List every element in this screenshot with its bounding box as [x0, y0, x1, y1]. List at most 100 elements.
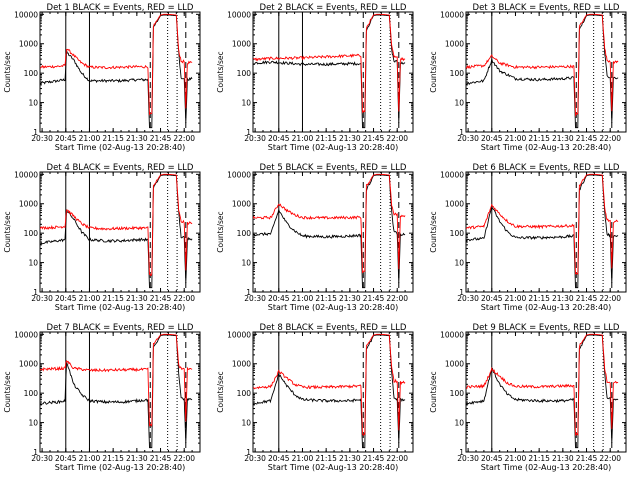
y-tick-label: 1 [246, 288, 251, 297]
x-axis-label: Start Time (02-Aug-13 20:28:40) [268, 143, 399, 152]
y-tick-label: 1 [246, 128, 251, 137]
y-axis-label: Counts/sec [216, 211, 225, 252]
y-tick-label: 1000 [19, 360, 38, 369]
x-axis-label: Start Time (02-Aug-13 20:28:40) [268, 463, 399, 472]
x-tick-label: 21:45 [363, 454, 385, 463]
x-axis-label: Start Time (02-Aug-13 20:28:40) [481, 143, 612, 152]
series-line-events [253, 174, 406, 289]
y-tick-label: 10 [241, 419, 251, 428]
y-tick-label: 1000 [445, 40, 464, 49]
x-tick-label: 20:45 [55, 134, 77, 143]
x-tick-label: 21:00 [79, 134, 101, 143]
panel-title: Det 8 BLACK = Events, RED = LLD [260, 323, 407, 333]
x-tick-label: 20:30 [244, 454, 266, 463]
y-tick-label: 100 [450, 229, 465, 238]
x-tick-label: 21:45 [576, 134, 598, 143]
x-tick-label: 21:15 [102, 294, 124, 303]
series-line-lld [253, 333, 406, 436]
x-axis-label: Start Time (02-Aug-13 20:28:40) [481, 303, 612, 312]
x-tick-label: 20:45 [481, 134, 503, 143]
y-tick-label: 10 [241, 259, 251, 268]
series-line-events [466, 334, 619, 449]
y-tick-label: 1 [33, 128, 38, 137]
panel-det-1: Det 1 BLACK = Events, RED = LLD 1 10 100 100… [3, 3, 201, 152]
y-axis-label: Counts/sec [429, 371, 438, 412]
y-tick-label: 1000 [232, 360, 251, 369]
x-tick-label: 21:30 [339, 454, 361, 463]
panel-det-8: Det 8 BLACK = Events, RED = LLD 1 10 100 100… [216, 323, 414, 472]
panel-det-9: Det 9 BLACK = Events, RED = LLD 1 10 100 100… [429, 323, 627, 472]
x-tick-label: 22:00 [599, 454, 621, 463]
x-tick-label: 20:30 [244, 294, 266, 303]
panel-det-2: Det 2 BLACK = Events, RED = LLD 1 10 100 100… [216, 3, 414, 152]
x-tick-label: 21:15 [102, 454, 124, 463]
x-tick-label: 21:00 [505, 294, 527, 303]
x-tick-label: 21:00 [79, 294, 101, 303]
series-line-events [253, 14, 406, 129]
plot-frame [39, 331, 201, 453]
x-tick-label: 21:30 [126, 454, 148, 463]
x-tick-label: 20:45 [268, 294, 290, 303]
plot-frame [252, 11, 414, 133]
y-tick-label: 1 [33, 448, 38, 457]
y-axis-label: Counts/sec [429, 51, 438, 92]
panel-title: Det 3 BLACK = Events, RED = LLD [473, 3, 620, 13]
x-tick-label: 21:15 [315, 454, 337, 463]
panel-det-5: Det 5 BLACK = Events, RED = LLD 1 10 100 100… [216, 163, 414, 312]
x-tick-label: 22:00 [599, 294, 621, 303]
series-line-lld [253, 173, 406, 274]
y-axis-label: Counts/sec [216, 371, 225, 412]
y-tick-label: 1 [459, 448, 464, 457]
y-axis-label: Counts/sec [3, 211, 12, 252]
plot-frame [465, 11, 627, 133]
x-tick-label: 22:00 [386, 134, 408, 143]
x-axis-label: Start Time (02-Aug-13 20:28:40) [55, 303, 186, 312]
panel-title: Det 1 BLACK = Events, RED = LLD [47, 3, 194, 13]
x-tick-label: 21:30 [126, 294, 148, 303]
y-tick-label: 1000 [445, 360, 464, 369]
series-line-lld [40, 13, 193, 116]
x-tick-label: 21:45 [150, 454, 172, 463]
plot-frame [39, 11, 201, 133]
x-tick-label: 20:30 [31, 294, 53, 303]
x-tick-label: 21:15 [102, 134, 124, 143]
y-axis-label: Counts/sec [3, 51, 12, 92]
panel-title: Det 6 BLACK = Events, RED = LLD [473, 163, 620, 173]
series-line-events [40, 174, 193, 289]
x-tick-label: 20:45 [481, 294, 503, 303]
y-tick-label: 10000 [14, 170, 38, 179]
x-tick-label: 21:30 [552, 454, 574, 463]
x-tick-label: 20:30 [457, 134, 479, 143]
x-tick-label: 21:45 [363, 134, 385, 143]
y-tick-label: 1 [459, 128, 464, 137]
x-tick-label: 21:15 [528, 454, 550, 463]
y-axis-label: Counts/sec [216, 51, 225, 92]
x-tick-label: 21:30 [126, 134, 148, 143]
y-tick-label: 10 [454, 99, 464, 108]
x-tick-label: 22:00 [173, 454, 195, 463]
y-tick-label: 10000 [440, 170, 464, 179]
panel-title: Det 7 BLACK = Events, RED = LLD [47, 323, 194, 333]
x-axis-label: Start Time (02-Aug-13 20:28:40) [268, 303, 399, 312]
x-axis-label: Start Time (02-Aug-13 20:28:40) [55, 463, 186, 472]
x-tick-label: 20:45 [55, 294, 77, 303]
x-tick-label: 21:00 [292, 134, 314, 143]
panel-det-6: Det 6 BLACK = Events, RED = LLD 1 10 100 100… [429, 163, 627, 312]
x-tick-label: 20:30 [244, 134, 266, 143]
x-tick-label: 21:15 [528, 294, 550, 303]
x-tick-label: 21:30 [552, 134, 574, 143]
series-line-events [40, 14, 193, 129]
x-tick-label: 21:30 [339, 134, 361, 143]
x-tick-label: 21:30 [339, 294, 361, 303]
x-axis-label: Start Time (02-Aug-13 20:28:40) [55, 143, 186, 152]
plot-frame [252, 331, 414, 453]
x-tick-label: 21:45 [150, 294, 172, 303]
y-tick-label: 10000 [14, 330, 38, 339]
y-tick-label: 1000 [445, 200, 464, 209]
y-tick-label: 10 [28, 259, 38, 268]
plot-frame [39, 171, 201, 293]
y-tick-label: 1 [33, 288, 38, 297]
y-tick-label: 10 [454, 419, 464, 428]
x-tick-label: 22:00 [599, 134, 621, 143]
